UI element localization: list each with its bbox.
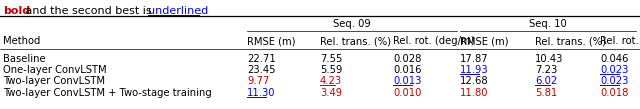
Text: 0.013: 0.013 — [393, 76, 421, 86]
Text: 12.68: 12.68 — [460, 76, 488, 86]
Text: 23.45: 23.45 — [247, 65, 275, 75]
Text: 9.77: 9.77 — [247, 76, 269, 86]
Text: 0.046: 0.046 — [600, 54, 628, 64]
Text: 0.028: 0.028 — [393, 54, 421, 64]
Text: RMSE (m): RMSE (m) — [460, 36, 509, 46]
Text: Seq. 10: Seq. 10 — [529, 19, 567, 29]
Text: 0.018: 0.018 — [600, 88, 628, 98]
Text: 17.87: 17.87 — [460, 54, 488, 64]
Text: 10.43: 10.43 — [535, 54, 563, 64]
Text: Two-layer ConvLSTM + Two-stage training: Two-layer ConvLSTM + Two-stage training — [3, 88, 212, 98]
Text: and the second best is: and the second best is — [22, 6, 155, 16]
Text: underlined: underlined — [148, 6, 208, 16]
Text: 11.30: 11.30 — [247, 88, 275, 98]
Text: Two-layer ConvLSTM: Two-layer ConvLSTM — [3, 76, 105, 86]
Text: Method: Method — [3, 36, 40, 46]
Text: Rel. rot. (deg/m): Rel. rot. (deg/m) — [393, 36, 474, 46]
Text: 7.23: 7.23 — [535, 65, 557, 75]
Text: One-layer ConvLSTM: One-layer ConvLSTM — [3, 65, 107, 75]
Text: 0.016: 0.016 — [393, 65, 422, 75]
Text: 11.93: 11.93 — [460, 65, 488, 75]
Text: 22.71: 22.71 — [247, 54, 276, 64]
Text: RMSE (m): RMSE (m) — [247, 36, 296, 46]
Text: Baseline: Baseline — [3, 54, 45, 64]
Text: Rel. trans. (%): Rel. trans. (%) — [535, 36, 606, 46]
Text: 0.010: 0.010 — [393, 88, 421, 98]
Text: 0.023: 0.023 — [600, 65, 628, 75]
Text: 5.81: 5.81 — [535, 88, 557, 98]
Text: 11.80: 11.80 — [460, 88, 488, 98]
Text: 7.55: 7.55 — [320, 54, 342, 64]
Text: 3.49: 3.49 — [320, 88, 342, 98]
Text: 5.59: 5.59 — [320, 65, 342, 75]
Text: .: . — [199, 6, 203, 16]
Text: bold: bold — [3, 6, 30, 16]
Text: Rel. trans. (%): Rel. trans. (%) — [320, 36, 391, 46]
Text: Seq. 09: Seq. 09 — [333, 19, 371, 29]
Text: 6.02: 6.02 — [535, 76, 557, 86]
Text: 0.023: 0.023 — [600, 76, 628, 86]
Text: Rel. rot. (deg/m): Rel. rot. (deg/m) — [600, 36, 640, 46]
Text: 4.23: 4.23 — [320, 76, 342, 86]
